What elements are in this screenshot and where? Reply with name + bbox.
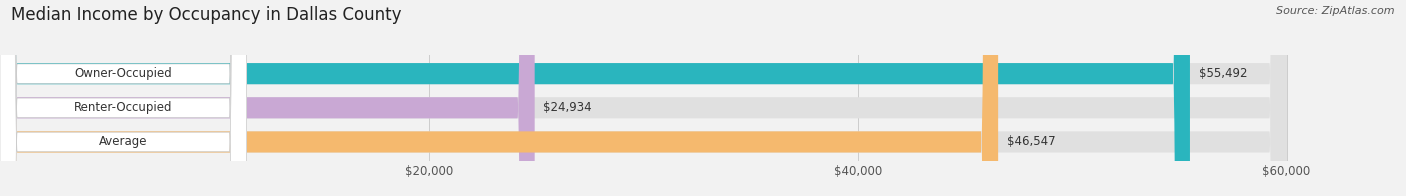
FancyBboxPatch shape	[0, 0, 1286, 196]
Text: $46,547: $46,547	[1007, 135, 1056, 148]
Text: $55,492: $55,492	[1198, 67, 1247, 80]
FancyBboxPatch shape	[0, 0, 1286, 196]
FancyBboxPatch shape	[0, 0, 246, 196]
Text: $24,934: $24,934	[543, 101, 592, 114]
FancyBboxPatch shape	[0, 0, 998, 196]
FancyBboxPatch shape	[0, 0, 534, 196]
FancyBboxPatch shape	[0, 0, 246, 196]
FancyBboxPatch shape	[0, 0, 1286, 196]
FancyBboxPatch shape	[0, 0, 246, 196]
Text: Median Income by Occupancy in Dallas County: Median Income by Occupancy in Dallas Cou…	[11, 6, 402, 24]
Text: Average: Average	[98, 135, 148, 148]
Text: Renter-Occupied: Renter-Occupied	[75, 101, 173, 114]
Text: Source: ZipAtlas.com: Source: ZipAtlas.com	[1277, 6, 1395, 16]
Text: Owner-Occupied: Owner-Occupied	[75, 67, 172, 80]
FancyBboxPatch shape	[0, 0, 1189, 196]
